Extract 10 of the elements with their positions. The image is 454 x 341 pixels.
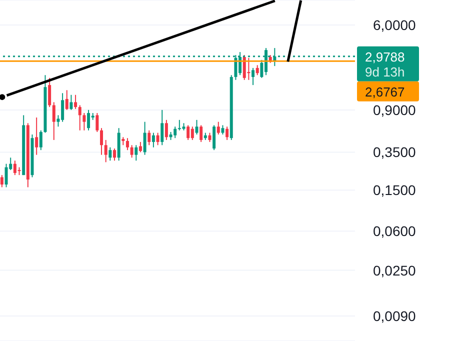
y-tick-label: 0,1500 bbox=[373, 182, 416, 198]
y-tick-label: 6,0000 bbox=[373, 17, 416, 34]
ref-line-label: 2,9788 bbox=[365, 49, 405, 64]
y-tick-label: 0,9000 bbox=[373, 102, 416, 118]
y-tick-label: 0,0250 bbox=[373, 262, 416, 278]
ref-line-label: 2,6767 bbox=[365, 84, 405, 100]
y-tick-label: 0,0090 bbox=[373, 308, 416, 324]
y-tick-label: 0,0600 bbox=[373, 223, 416, 240]
y-tick-label: 0,3500 bbox=[373, 144, 416, 160]
text: 9d 13h bbox=[365, 64, 405, 80]
